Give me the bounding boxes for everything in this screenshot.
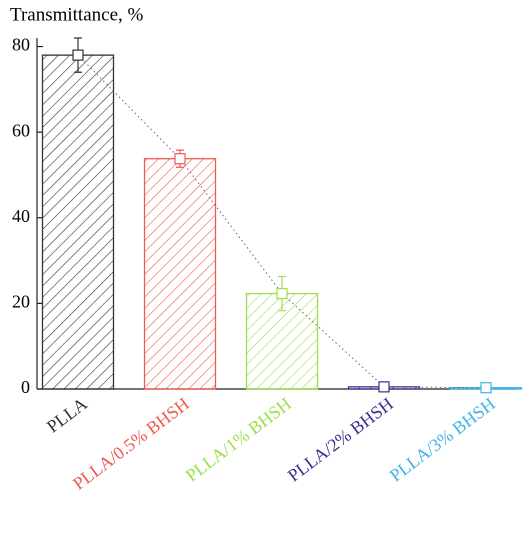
x-tick-label: PLLA/2% BHSH <box>284 394 397 486</box>
trend-line <box>77 54 487 389</box>
y-tick-label: 20 <box>12 292 30 312</box>
marker <box>378 381 390 393</box>
marker <box>276 287 288 300</box>
x-tick-label: PLLA <box>43 394 91 437</box>
y-tick-label: 60 <box>12 120 30 140</box>
x-tick-label: PLLA/3% BHSH <box>386 394 499 486</box>
bar <box>143 158 217 390</box>
y-tick-label: 40 <box>12 206 30 226</box>
x-tick-label: PLLA/1% BHSH <box>182 394 295 486</box>
chart-title: Transmittance, % <box>10 4 144 25</box>
bar <box>245 292 319 390</box>
marker <box>72 49 84 61</box>
marker <box>480 382 492 394</box>
y-tick-label: 80 <box>12 35 30 55</box>
bar <box>41 54 115 390</box>
marker <box>174 153 186 165</box>
y-tick-label: 0 <box>21 377 30 397</box>
